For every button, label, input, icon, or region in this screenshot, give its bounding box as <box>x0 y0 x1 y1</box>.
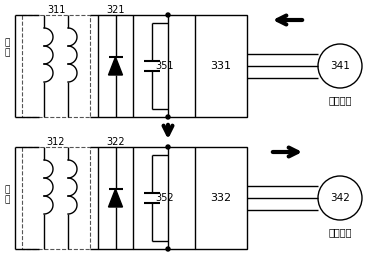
Polygon shape <box>109 189 122 207</box>
Text: 352: 352 <box>156 193 174 203</box>
Text: 311: 311 <box>47 5 65 15</box>
Circle shape <box>166 13 170 17</box>
Bar <box>98 147 133 249</box>
Text: 351: 351 <box>156 61 174 71</box>
Circle shape <box>166 115 170 119</box>
Bar <box>22 147 90 249</box>
Text: 321: 321 <box>106 5 125 15</box>
Text: 322: 322 <box>106 137 125 147</box>
Circle shape <box>166 145 170 149</box>
Circle shape <box>166 247 170 251</box>
Text: 332: 332 <box>211 193 231 203</box>
Polygon shape <box>109 57 122 75</box>
Text: 331: 331 <box>211 61 231 71</box>
Bar <box>98 15 133 117</box>
Bar <box>195 147 247 249</box>
Text: 网
电: 网 电 <box>4 38 10 58</box>
Text: 网
电: 网 电 <box>4 185 10 205</box>
Text: 312: 312 <box>47 137 65 147</box>
Text: 342: 342 <box>330 193 350 203</box>
Bar <box>195 15 247 117</box>
Bar <box>22 15 90 117</box>
Text: 341: 341 <box>330 61 350 71</box>
Text: 牵引工况: 牵引工况 <box>328 227 352 237</box>
Text: 制动工况: 制动工况 <box>328 95 352 105</box>
